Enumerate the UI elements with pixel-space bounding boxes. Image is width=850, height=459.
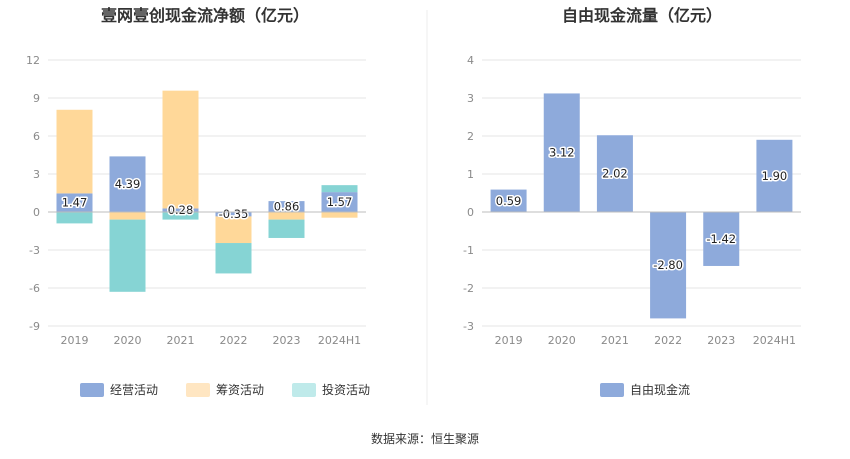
data-labels: 1.47 4.39 0.28 -0.35 0.86 1.57 (60, 176, 354, 223)
bar-3-2023[interactable] (268, 219, 305, 238)
legend-item-1[interactable]: 经营活动 (80, 383, 158, 397)
bar-2-2019[interactable] (56, 109, 93, 194)
data-label: 1.90 (762, 169, 788, 183)
bar-2-2024H1[interactable] (321, 212, 358, 218)
y-tick-label: -9 (29, 320, 40, 333)
bar-1-2019[interactable] (490, 189, 527, 212)
data-label: -0.35 (219, 207, 249, 221)
legend-label: 经营活动 (110, 383, 158, 397)
data-label: 1.57 (327, 195, 353, 209)
bar-2-2023[interactable] (268, 212, 305, 220)
bar-1-2019[interactable] (56, 193, 93, 212)
x-tick-label: 2022 (654, 334, 682, 347)
y-tick-label: 2 (467, 130, 474, 143)
data-label: 4.39 (115, 177, 141, 191)
y-tick-label: 0 (467, 206, 474, 219)
x-tick-label: 2019 (495, 334, 523, 347)
cash-flow-net-chart: 壹网壹创现金流净额（亿元） 1.474.390.28 -0.350.86 1.57 … (26, 6, 370, 397)
x-tick-label: 2019 (61, 334, 89, 347)
bar-1-2022[interactable] (650, 212, 687, 319)
axis-ticks: -9 -6 -3 0 3 6 9 12 2019 2020 2021 2022 2023 2024H1 (26, 54, 366, 347)
x-tick-label: 2022 (220, 334, 248, 347)
data-label: 2.02 (602, 167, 628, 181)
bar-3-2019[interactable] (56, 212, 93, 224)
x-tick-label: 2024H1 (318, 334, 361, 347)
y-tick-label: 3 (467, 92, 474, 105)
chart-title: 自由现金流量（亿元） (562, 6, 722, 25)
bar-3-2021[interactable] (162, 212, 199, 220)
y-tick-label: 3 (33, 168, 40, 181)
data-label: 3.12 (549, 146, 575, 160)
legend-label: 自由现金流 (630, 382, 690, 397)
bar-1-2024H1[interactable] (756, 139, 793, 212)
data-label: 0.86 (274, 200, 300, 214)
free-cash-flow-chart: 自由现金流量（亿元） 0.59 3.12 2.02 -2.80 -1.42 1.90 -3… (463, 6, 801, 397)
x-tick-label: 2023 (707, 334, 735, 347)
bar-1-2022[interactable] (215, 212, 252, 217)
legend[interactable]: 经营活动 筹资活动 投资活动 (80, 382, 370, 397)
bars (490, 93, 793, 319)
y-tick-label: 6 (33, 130, 40, 143)
data-label: -2.80 (653, 258, 683, 272)
legend-item-2[interactable]: 筹资活动 (186, 383, 264, 397)
bar-1-2021[interactable] (162, 208, 199, 212)
chart-title: 壹网壹创现金流净额（亿元） (101, 6, 309, 25)
legend-item-3[interactable]: 投资活动 (292, 382, 370, 397)
bar-3-2020[interactable] (109, 219, 146, 292)
legend-swatch (292, 383, 316, 397)
x-tick-label: 2021 (601, 334, 629, 347)
y-tick-label: 0 (33, 206, 40, 219)
x-tick-label: 2021 (167, 334, 195, 347)
bar-3-2022[interactable] (215, 243, 252, 274)
bar-2-2022[interactable] (215, 216, 252, 244)
legend-item-1[interactable]: 自由现金流 (600, 382, 690, 397)
data-source-note: 数据来源：恒生聚源 (371, 431, 479, 446)
y-tick-label: 12 (26, 54, 40, 67)
data-label: 1.47 (62, 196, 88, 210)
data-label: -1.42 (706, 232, 736, 246)
legend[interactable]: 自由现金流 (600, 382, 690, 397)
legend-swatch (186, 383, 210, 397)
y-tick-label: 1 (467, 168, 474, 181)
bar-1-2021[interactable] (596, 135, 633, 212)
x-tick-label: 2020 (548, 334, 576, 347)
bar-1-2024H1[interactable] (321, 192, 358, 212)
y-tick-label: -3 (463, 320, 474, 333)
y-tick-label: -2 (463, 282, 474, 295)
y-tick-label: 4 (467, 54, 474, 67)
bar-1-2020[interactable] (543, 93, 580, 212)
data-label: 0.59 (496, 194, 522, 208)
bar-1-2023[interactable] (703, 212, 740, 266)
x-tick-label: 2020 (114, 334, 142, 347)
data-labels: 0.59 3.12 2.02 -2.80 -1.42 1.90 (494, 144, 788, 273)
y-tick-label: 9 (33, 92, 40, 105)
legend-label: 投资活动 (322, 382, 370, 397)
bar-1-2020[interactable] (109, 156, 146, 212)
data-label: 0.28 (168, 203, 194, 217)
grid-lines (48, 59, 366, 327)
bars (56, 90, 358, 292)
legend-swatch (600, 383, 624, 397)
x-tick-label: 2024H1 (753, 334, 796, 347)
y-tick-label: -3 (29, 244, 40, 257)
legend-label: 筹资活动 (216, 383, 264, 397)
x-tick-label: 2023 (273, 334, 301, 347)
bar-1-2023[interactable] (268, 201, 305, 212)
axis-ticks: -3 -2 -1 0 1 2 3 4 2019 2020 2021 2022 2023 2024H1 (463, 54, 801, 347)
bar-2-2020[interactable] (109, 212, 146, 220)
legend-swatch (80, 383, 104, 397)
bar-2-2021[interactable] (162, 90, 199, 209)
y-tick-label: -6 (29, 282, 40, 295)
bar-3-2024H1[interactable] (321, 185, 358, 193)
grid-lines (482, 59, 801, 327)
y-tick-label: -1 (463, 244, 474, 257)
